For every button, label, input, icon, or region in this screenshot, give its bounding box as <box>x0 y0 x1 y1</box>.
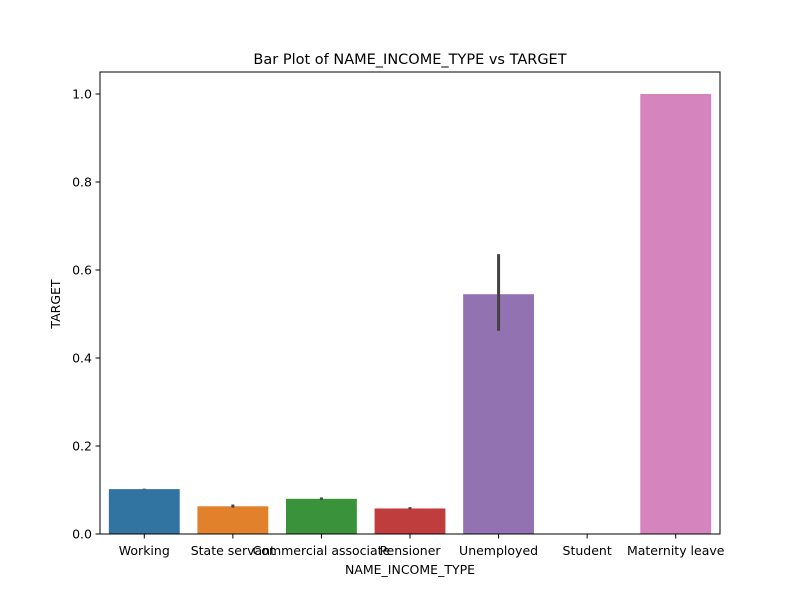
y-ticks-layer: 0.0 0.2 0.4 0.6 0.8 1.0 <box>72 87 100 542</box>
y-tick-label: 0.2 <box>72 439 92 454</box>
x-tick-label: Student <box>563 543 612 558</box>
x-tick-label: Pensioner <box>379 543 441 558</box>
bar-state-servant <box>197 506 269 534</box>
bars-layer <box>108 94 712 534</box>
bar-maternity-leave <box>640 94 712 534</box>
y-tick-label: 0.4 <box>72 351 92 366</box>
bar-pensioner <box>374 508 446 534</box>
x-axis-label: NAME_INCOME_TYPE <box>345 562 475 577</box>
bar-commercial-associate <box>286 498 357 534</box>
x-tick-label: Working <box>119 543 170 558</box>
chart-title: Bar Plot of NAME_INCOME_TYPE vs TARGET <box>253 52 566 68</box>
y-tick-label: 1.0 <box>72 87 92 102</box>
y-axis-label: TARGET <box>48 279 63 329</box>
x-tick-label: Maternity leave <box>627 543 725 558</box>
error-bars-layer <box>142 254 501 510</box>
y-tick-label: 0.6 <box>72 263 92 278</box>
y-tick-label: 0.8 <box>72 175 92 190</box>
x-tick-label: Unemployed <box>459 543 538 558</box>
x-tick-label: Commercial associate <box>253 543 391 558</box>
bar-working <box>108 489 180 534</box>
y-tick-label: 0.0 <box>72 527 92 542</box>
x-tick-label: State servant <box>191 543 275 558</box>
bar-unemployed <box>463 294 534 534</box>
plot-frame <box>99 71 721 535</box>
